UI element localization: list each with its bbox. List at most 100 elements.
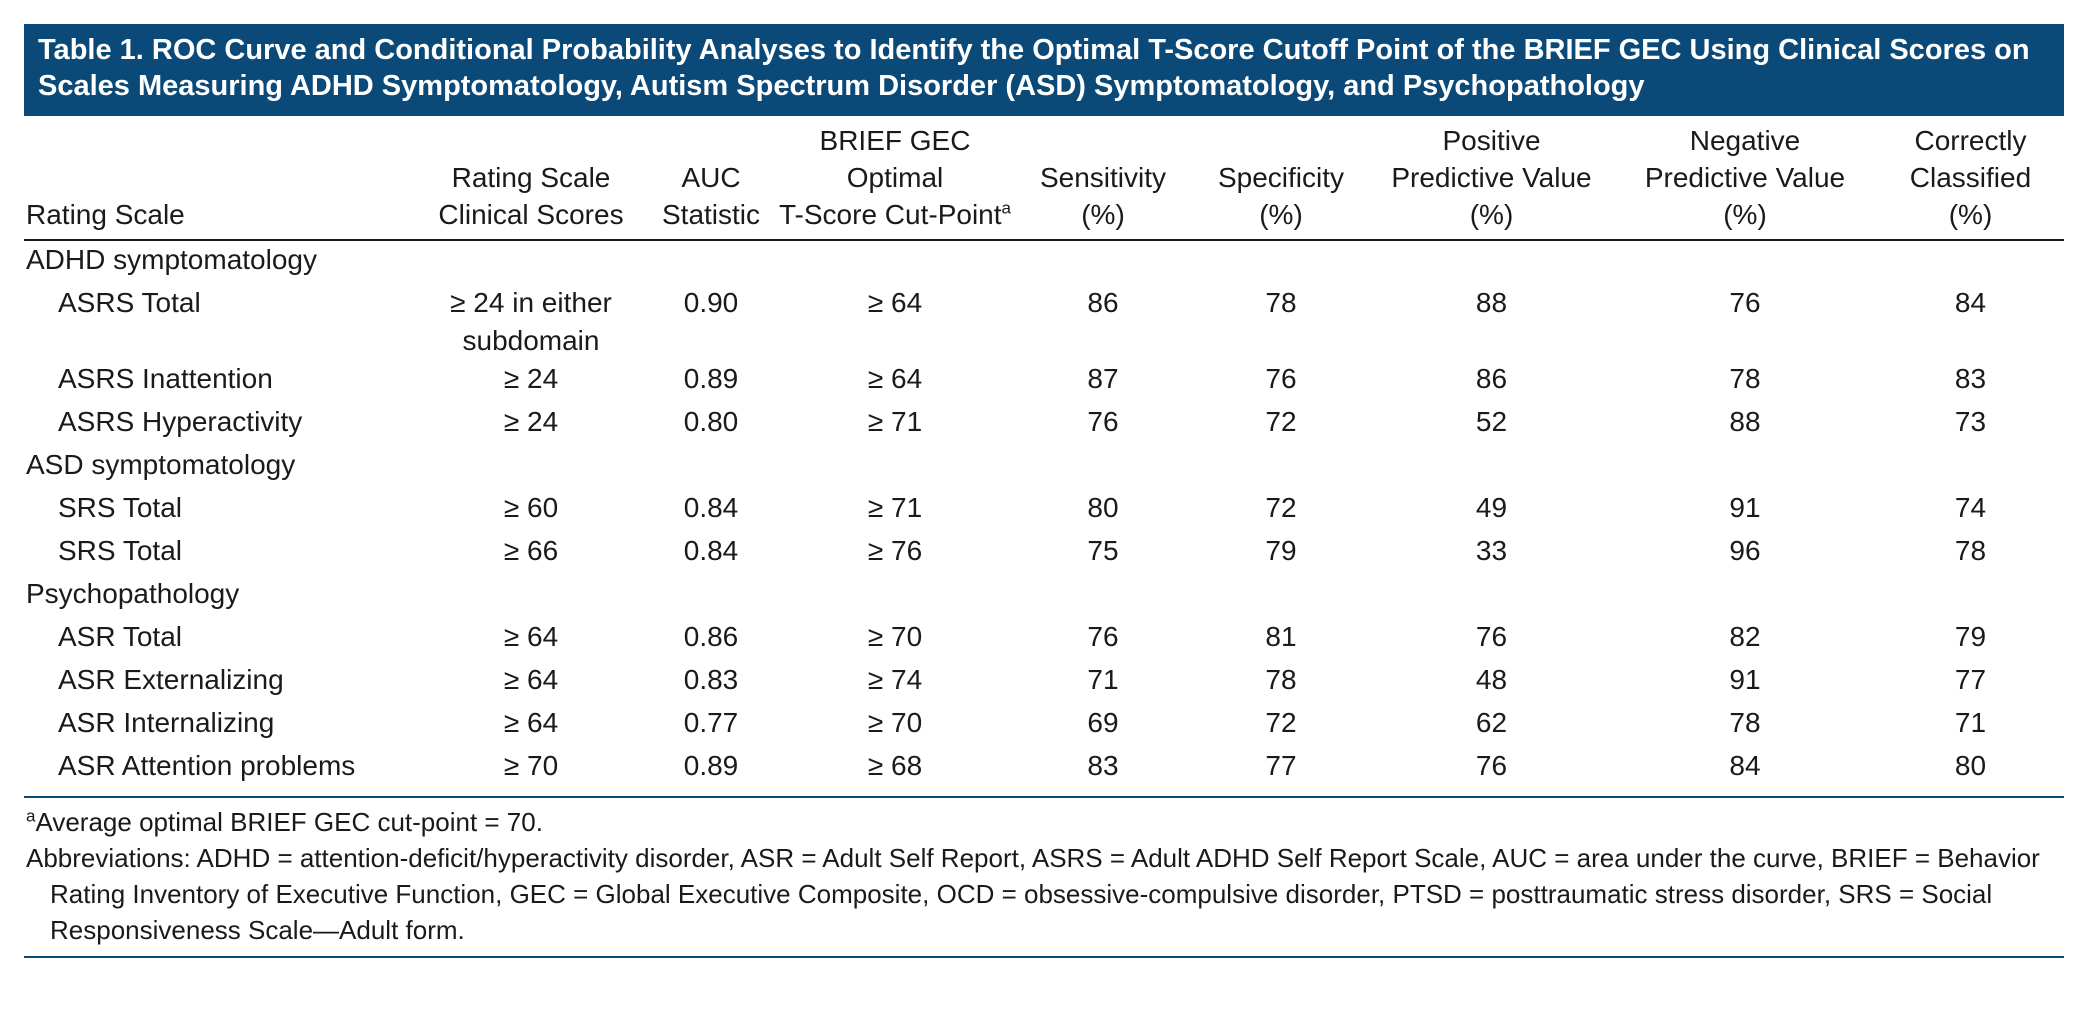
table-title: Table 1. ROC Curve and Conditional Proba… xyxy=(24,24,2064,116)
table-row: ASRS Hyperactivity ≥ 24 0.80 ≥ 71 76 72 … xyxy=(24,403,2064,446)
cell-clinical: ≥ 64 xyxy=(503,707,559,738)
cell-clinical: ≥ 64 xyxy=(503,621,559,652)
cell-ppv: 48 xyxy=(1475,664,1508,695)
cell-cutpoint: ≥ 64 xyxy=(867,363,923,394)
cell-sensitivity: 86 xyxy=(1087,287,1119,318)
cell-npv: 76 xyxy=(1729,287,1761,318)
cell-scale: SRS Total xyxy=(58,535,182,566)
header-line: Statistic xyxy=(661,199,761,230)
cell-auc: 0.84 xyxy=(683,535,739,566)
cell-ppv: 33 xyxy=(1475,535,1508,566)
header-cutpoint: BRIEF GEC Optimal T-Score Cut-Pointa xyxy=(776,116,1014,241)
cell-clinical: ≥ 24 xyxy=(503,406,559,437)
footnote-marker: a xyxy=(26,806,36,826)
table-row: ASRS Total ≥ 24 in either subdomain 0.90 … xyxy=(24,284,2064,360)
cell-sensitivity: 83 xyxy=(1014,747,1192,798)
table-row: SRS Total ≥ 66 0.84 ≥ 76 75 79 33 96 78 xyxy=(24,532,2064,575)
cell-ppv: 52 xyxy=(1475,406,1508,437)
cell-correctly-classified: 79 xyxy=(1954,621,1987,652)
table-container: Table 1. ROC Curve and Conditional Proba… xyxy=(24,24,2064,958)
cell-clinical: ≥ 24 xyxy=(503,363,559,394)
cell-correctly-classified: 73 xyxy=(1954,406,1987,437)
cell-auc: 0.84 xyxy=(683,492,739,523)
table-footnotes: aAverage optimal BRIEF GEC cut-point = 7… xyxy=(24,804,2064,958)
footnote-text: Average optimal BRIEF GEC cut-point = 70… xyxy=(35,807,543,837)
header-line: (%) xyxy=(1259,199,1303,230)
cell-specificity: 72 xyxy=(1265,406,1297,437)
cell-correctly-classified: 80 xyxy=(1877,747,2064,798)
cell-clinical: ≥ 60 xyxy=(503,492,559,523)
header-line: Specificity xyxy=(1217,162,1345,193)
footnote-a: aAverage optimal BRIEF GEC cut-point = 7… xyxy=(24,804,2064,840)
header-line: AUC xyxy=(681,162,741,193)
table-row: ASR Attention problems ≥ 70 0.89 ≥ 68 83… xyxy=(24,747,2064,798)
cell-auc: 0.80 xyxy=(683,406,739,437)
table-header: Rating Scale Rating Scale Clinical Score… xyxy=(24,116,2064,241)
cell-auc: 0.90 xyxy=(683,287,739,318)
section-label: ASD symptomatology xyxy=(26,449,296,480)
cell-cutpoint: ≥ 68 xyxy=(776,747,1014,798)
header-line: Predictive Value xyxy=(1644,162,1846,193)
cell-ppv: 86 xyxy=(1475,363,1508,394)
cell-ppv: 76 xyxy=(1370,747,1613,798)
cell-clinical: ≥ 24 in either subdomain xyxy=(416,284,646,360)
cell-npv: 84 xyxy=(1613,747,1877,798)
cell-npv: 78 xyxy=(1729,707,1761,738)
header-line: Correctly xyxy=(1914,125,2027,156)
cell-ppv: 88 xyxy=(1475,287,1508,318)
cell-specificity: 77 xyxy=(1192,747,1370,798)
cell-npv: 96 xyxy=(1729,535,1761,566)
footnote-marker: a xyxy=(1001,198,1011,218)
cell-specificity: 78 xyxy=(1265,664,1297,695)
header-rating-scale: Rating Scale xyxy=(24,116,416,241)
cell-line: ≥ 24 in either xyxy=(450,287,612,318)
cell-correctly-classified: 84 xyxy=(1954,287,1987,318)
section-label: Psychopathology xyxy=(26,578,240,609)
cell-scale: ASRS Hyperactivity xyxy=(58,406,303,437)
cell-scale: ASR Internalizing xyxy=(58,707,275,738)
table-row: ASR Total ≥ 64 0.86 ≥ 70 76 81 76 82 79 xyxy=(24,618,2064,661)
cell-auc: 0.86 xyxy=(683,621,739,652)
cell-npv: 88 xyxy=(1729,406,1761,437)
cell-specificity: 72 xyxy=(1265,492,1297,523)
cell-auc: 0.83 xyxy=(683,664,739,695)
cell-auc: 0.77 xyxy=(683,707,739,738)
header-line: (%) xyxy=(1723,199,1767,230)
header-line: Clinical Scores xyxy=(438,199,624,230)
cell-specificity: 81 xyxy=(1265,621,1297,652)
cell-cutpoint: ≥ 74 xyxy=(867,664,923,695)
cell-specificity: 79 xyxy=(1265,535,1297,566)
header-specificity: Specificity (%) xyxy=(1192,116,1370,241)
cell-scale: ASR Attention problems xyxy=(24,747,416,798)
cell-specificity: 72 xyxy=(1265,707,1297,738)
table-row: ASRS Inattention ≥ 24 0.89 ≥ 64 87 76 86… xyxy=(24,360,2064,403)
cell-npv: 78 xyxy=(1729,363,1761,394)
cell-specificity: 76 xyxy=(1265,363,1297,394)
table-row: SRS Total ≥ 60 0.84 ≥ 71 80 72 49 91 74 xyxy=(24,489,2064,532)
section-label: ADHD symptomatology xyxy=(26,244,317,275)
cell-clinical: ≥ 64 xyxy=(503,664,559,695)
cell-scale: ASR Total xyxy=(58,621,182,652)
cell-clinical: ≥ 70 xyxy=(416,747,646,798)
cell-correctly-classified: 77 xyxy=(1954,664,1987,695)
header-line: BRIEF GEC Optimal xyxy=(819,125,971,193)
cell-cutpoint: ≥ 76 xyxy=(867,535,923,566)
cell-ppv: 76 xyxy=(1475,621,1508,652)
results-table: Rating Scale Rating Scale Clinical Score… xyxy=(24,116,2064,798)
header-npv: Negative Predictive Value (%) xyxy=(1613,116,1877,241)
cell-sensitivity: 69 xyxy=(1087,707,1119,738)
cell-specificity: 78 xyxy=(1265,287,1297,318)
cell-scale: ASR Externalizing xyxy=(58,664,284,695)
cell-cutpoint: ≥ 70 xyxy=(867,621,923,652)
cell-sensitivity: 76 xyxy=(1087,406,1119,437)
header-correctly-classified: Correctly Classified (%) xyxy=(1877,116,2064,241)
cell-cutpoint: ≥ 70 xyxy=(867,707,923,738)
header-line: Classified xyxy=(1909,162,2032,193)
cell-sensitivity: 76 xyxy=(1087,621,1119,652)
table-row: ASR Internalizing ≥ 64 0.77 ≥ 70 69 72 6… xyxy=(24,704,2064,747)
cell-npv: 91 xyxy=(1729,664,1761,695)
header-line: Predictive Value xyxy=(1391,162,1592,193)
cell-auc: 0.89 xyxy=(646,747,776,798)
header-clinical-scores: Rating Scale Clinical Scores xyxy=(416,116,646,241)
header-line: Negative xyxy=(1689,125,1801,156)
